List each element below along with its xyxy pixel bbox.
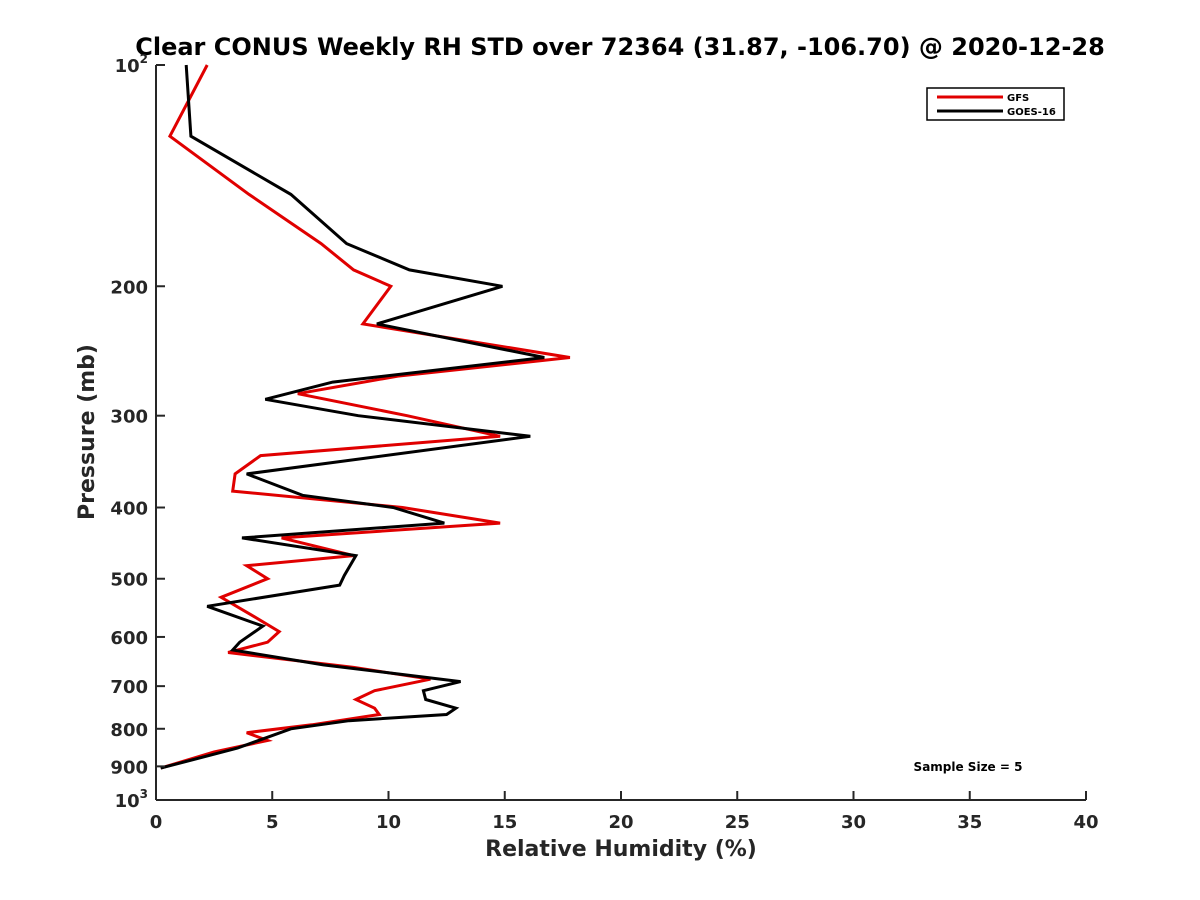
series-layer	[160, 64, 571, 770]
legend-label-goes-16: GOES-16	[1007, 107, 1056, 118]
y-tick-label-exponent: 3	[140, 787, 148, 801]
legend: GFS GOES-16	[926, 87, 1065, 121]
y-tick-label-base: 10	[115, 56, 140, 77]
y-tick-label: 900	[110, 757, 148, 778]
y-tick-label: 300	[110, 407, 148, 428]
y-tick-label: 800	[110, 720, 148, 741]
legend-items: GFS GOES-16	[937, 93, 1056, 118]
y-tick-label-base: 800	[110, 720, 148, 741]
x-tick-label: 10	[376, 812, 401, 833]
sample-size-annotation: Sample Size = 5	[914, 760, 1023, 774]
y-axis-label: Pressure (mb)	[75, 344, 100, 520]
x-tick-label: 20	[608, 812, 633, 833]
y-tick-label: 600	[110, 628, 148, 649]
y-tick-label-base: 10	[115, 791, 140, 812]
y-tick-label-base: 200	[110, 277, 148, 298]
y-tick-label-base: 400	[110, 499, 148, 520]
chart-title: Clear CONUS Weekly RH STD over 72364 (31…	[135, 33, 1105, 61]
y-tick-label-base: 500	[110, 570, 148, 591]
legend-box	[926, 87, 1065, 121]
x-tick-label: 5	[266, 812, 279, 833]
y-tick-label: 400	[110, 499, 148, 520]
y-tick-label-base: 900	[110, 757, 148, 778]
x-tick-label: 35	[957, 812, 982, 833]
x-tick-label: 30	[841, 812, 866, 833]
x-axis-label: Relative Humidity (%)	[485, 837, 757, 862]
y-tick-label: 102	[115, 52, 148, 77]
y-tick-label: 200	[110, 277, 148, 298]
x-tick-label: 15	[492, 812, 517, 833]
x-tick-label: 40	[1073, 812, 1098, 833]
x-axis-ticks: 0 5 10 15 20 25 30 35 40	[150, 791, 1099, 833]
x-tick-label: 0	[150, 812, 163, 833]
y-tick-label-exponent: 2	[140, 52, 148, 66]
plot-area: 0 5 10 15 20 25 30 35 40 10220030040050060070080…	[110, 52, 1098, 833]
series-line-goes-16	[160, 64, 545, 770]
y-tick-label: 103	[115, 787, 148, 812]
y-tick-label: 700	[110, 677, 148, 698]
y-tick-label-base: 300	[110, 407, 148, 428]
x-tick-label: 25	[725, 812, 750, 833]
y-tick-label: 500	[110, 570, 148, 591]
y-tick-label-base: 700	[110, 677, 148, 698]
y-tick-label-base: 600	[110, 628, 148, 649]
legend-label-gfs: GFS	[1007, 93, 1029, 104]
